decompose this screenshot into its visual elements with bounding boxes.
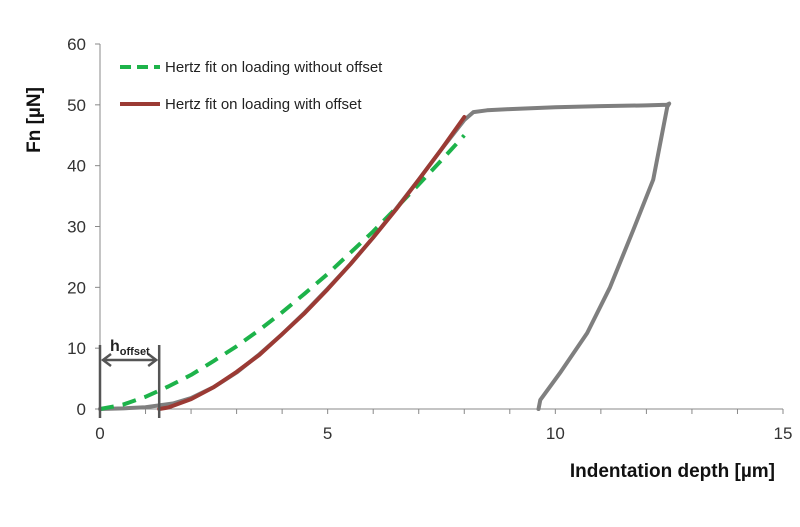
legend: Hertz fit on loading without offset Hertz… <box>120 59 383 113</box>
x-axis-label: Indentation depth [µm] <box>570 461 775 482</box>
legend-label-1: Hertz fit on loading without offset <box>165 59 383 76</box>
offset-label-subscript: offset <box>120 346 150 358</box>
y-axis-label: Fn [µN] <box>24 87 45 153</box>
y-tick-label: 30 <box>67 218 86 237</box>
y-tick-label: 10 <box>67 339 86 358</box>
arrow-head-right-icon <box>147 353 159 367</box>
legend-label-2: Hertz fit on loading with offset <box>165 96 362 113</box>
series-layer <box>98 101 672 411</box>
y-tick-label: 40 <box>67 157 86 176</box>
offset-label-main: h <box>110 338 120 355</box>
y-tick-label: 50 <box>67 96 86 115</box>
x-tick-label: 15 <box>774 424 793 443</box>
axes: 0 10 20 30 40 50 60 0 5 10 15 <box>67 35 792 443</box>
x-tick-label: 5 <box>323 424 332 443</box>
arrow-head-left-icon <box>100 353 112 367</box>
series-line-2 <box>157 115 467 411</box>
series-line-1 <box>99 133 466 411</box>
y-tick-label: 0 <box>77 400 86 419</box>
y-tick-label: 20 <box>67 278 86 297</box>
x-tick-label: 10 <box>546 424 565 443</box>
offset-label: hoffset <box>110 338 150 358</box>
y-tick-label: 60 <box>67 35 86 54</box>
offset-annotation: hoffset <box>98 338 161 418</box>
x-tick-label: 0 <box>95 424 104 443</box>
series-line-0 <box>98 101 672 411</box>
